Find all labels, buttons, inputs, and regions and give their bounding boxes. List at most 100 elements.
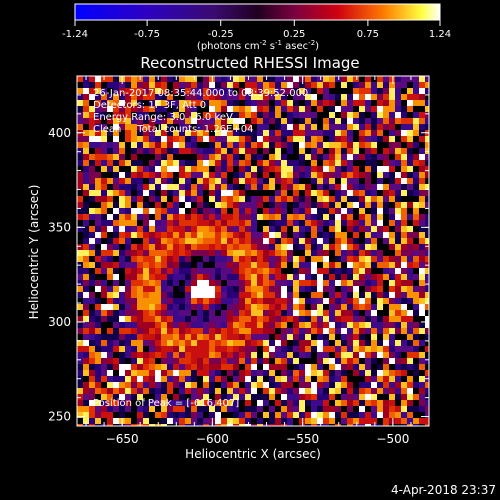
heatmap-cell — [239, 268, 245, 274]
heatmap-cell — [101, 406, 107, 412]
heatmap-cell — [89, 226, 95, 232]
heatmap-cell — [287, 166, 293, 172]
heatmap-cell — [293, 304, 299, 310]
heatmap-cell — [233, 274, 239, 280]
heatmap-cell — [107, 202, 113, 208]
heatmap-cell — [359, 82, 365, 88]
heatmap-cell — [233, 412, 239, 418]
heatmap-cell — [347, 328, 353, 334]
heatmap-cell — [179, 88, 185, 94]
heatmap-cell — [89, 88, 95, 94]
heatmap-cell — [179, 418, 185, 424]
heatmap-cell — [203, 382, 209, 388]
heatmap-cell — [425, 94, 429, 100]
heatmap-cell — [305, 172, 311, 178]
heatmap-cell — [293, 256, 299, 262]
heatmap-cell — [143, 310, 149, 316]
heatmap-cell — [185, 370, 191, 376]
heatmap-cell — [221, 310, 227, 316]
heatmap-cell — [269, 142, 275, 148]
heatmap-cell — [251, 82, 257, 88]
heatmap-cell — [389, 280, 395, 286]
heatmap-cell — [365, 76, 371, 82]
heatmap-cell — [365, 328, 371, 334]
heatmap-cell — [275, 196, 281, 202]
heatmap-cell — [269, 370, 275, 376]
heatmap-cell — [191, 82, 197, 88]
heatmap-cell — [389, 82, 395, 88]
heatmap-cell — [263, 244, 269, 250]
heatmap-cell — [239, 172, 245, 178]
heatmap-cell — [245, 394, 251, 400]
heatmap-cell — [137, 382, 143, 388]
heatmap-cell — [95, 322, 101, 328]
heatmap-cell — [299, 412, 305, 418]
heatmap-cell — [281, 112, 287, 118]
heatmap-cell — [257, 112, 263, 118]
heatmap-cell — [131, 232, 137, 238]
heatmap-cell — [419, 358, 425, 364]
heatmap-cell — [395, 400, 401, 406]
heatmap-cell — [269, 316, 275, 322]
heatmap-cell — [293, 286, 299, 292]
heatmap-cell — [185, 172, 191, 178]
heatmap-cell — [215, 328, 221, 334]
heatmap-cell — [419, 172, 425, 178]
heatmap-cell — [329, 184, 335, 190]
heatmap-cell — [251, 256, 257, 262]
heatmap-cell — [293, 82, 299, 88]
heatmap-cell — [263, 352, 269, 358]
heatmap-cell — [275, 358, 281, 364]
heatmap-cell — [95, 298, 101, 304]
heatmap-cell — [383, 130, 389, 136]
heatmap-cell — [119, 100, 125, 106]
heatmap-cell — [185, 190, 191, 196]
heatmap-cell — [419, 364, 425, 370]
heatmap-cell — [227, 382, 233, 388]
heatmap-cell — [329, 208, 335, 214]
heatmap-cell — [203, 352, 209, 358]
heatmap-cell — [125, 382, 131, 388]
heatmap-cell — [287, 292, 293, 298]
heatmap-cell — [113, 274, 119, 280]
heatmap-cell — [101, 334, 107, 340]
heatmap-cell — [257, 322, 263, 328]
heatmap-cell — [185, 130, 191, 136]
heatmap-cell — [179, 274, 185, 280]
heatmap-cell — [299, 328, 305, 334]
heatmap-cell — [107, 298, 113, 304]
heatmap-cell — [317, 220, 323, 226]
heatmap-cell — [251, 406, 257, 412]
heatmap-cell — [311, 292, 317, 298]
heatmap-cell — [113, 124, 119, 130]
heatmap-cell — [179, 154, 185, 160]
heatmap-cell — [365, 424, 371, 426]
heatmap-cell — [395, 94, 401, 100]
heatmap-cell — [83, 346, 89, 352]
heatmap-cell — [371, 322, 377, 328]
heatmap-cell — [83, 136, 89, 142]
heatmap-cell — [281, 76, 287, 82]
colorbar-tick-label: -0.75 — [134, 29, 160, 40]
heatmap-cell — [197, 112, 203, 118]
heatmap-cell — [209, 160, 215, 166]
heatmap-cell — [149, 106, 155, 112]
heatmap-cell — [125, 412, 131, 418]
heatmap-cell — [383, 256, 389, 262]
heatmap-cell — [203, 166, 209, 172]
heatmap-cell — [377, 382, 383, 388]
heatmap-cell — [371, 154, 377, 160]
heatmap-cell — [95, 424, 101, 426]
heatmap-cell — [269, 208, 275, 214]
heatmap-cell — [143, 202, 149, 208]
heatmap-cell — [377, 202, 383, 208]
heatmap-cell — [383, 136, 389, 142]
heatmap-cell — [335, 76, 341, 82]
heatmap-cell — [89, 100, 95, 106]
heatmap-cell — [425, 202, 429, 208]
heatmap-cell — [155, 148, 161, 154]
heatmap-cell — [347, 136, 353, 142]
heatmap-cell — [359, 286, 365, 292]
heatmap-cell — [317, 94, 323, 100]
heatmap-cell — [383, 412, 389, 418]
